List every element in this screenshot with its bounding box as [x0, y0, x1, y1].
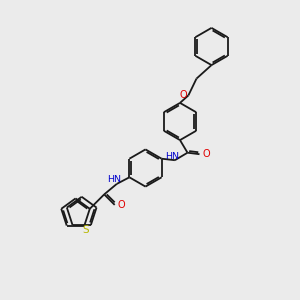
Text: HN: HN [107, 176, 121, 184]
Text: HN: HN [165, 152, 179, 161]
Text: O: O [179, 90, 187, 100]
Text: O: O [202, 148, 210, 159]
Text: S: S [82, 225, 89, 236]
Text: O: O [118, 200, 125, 210]
